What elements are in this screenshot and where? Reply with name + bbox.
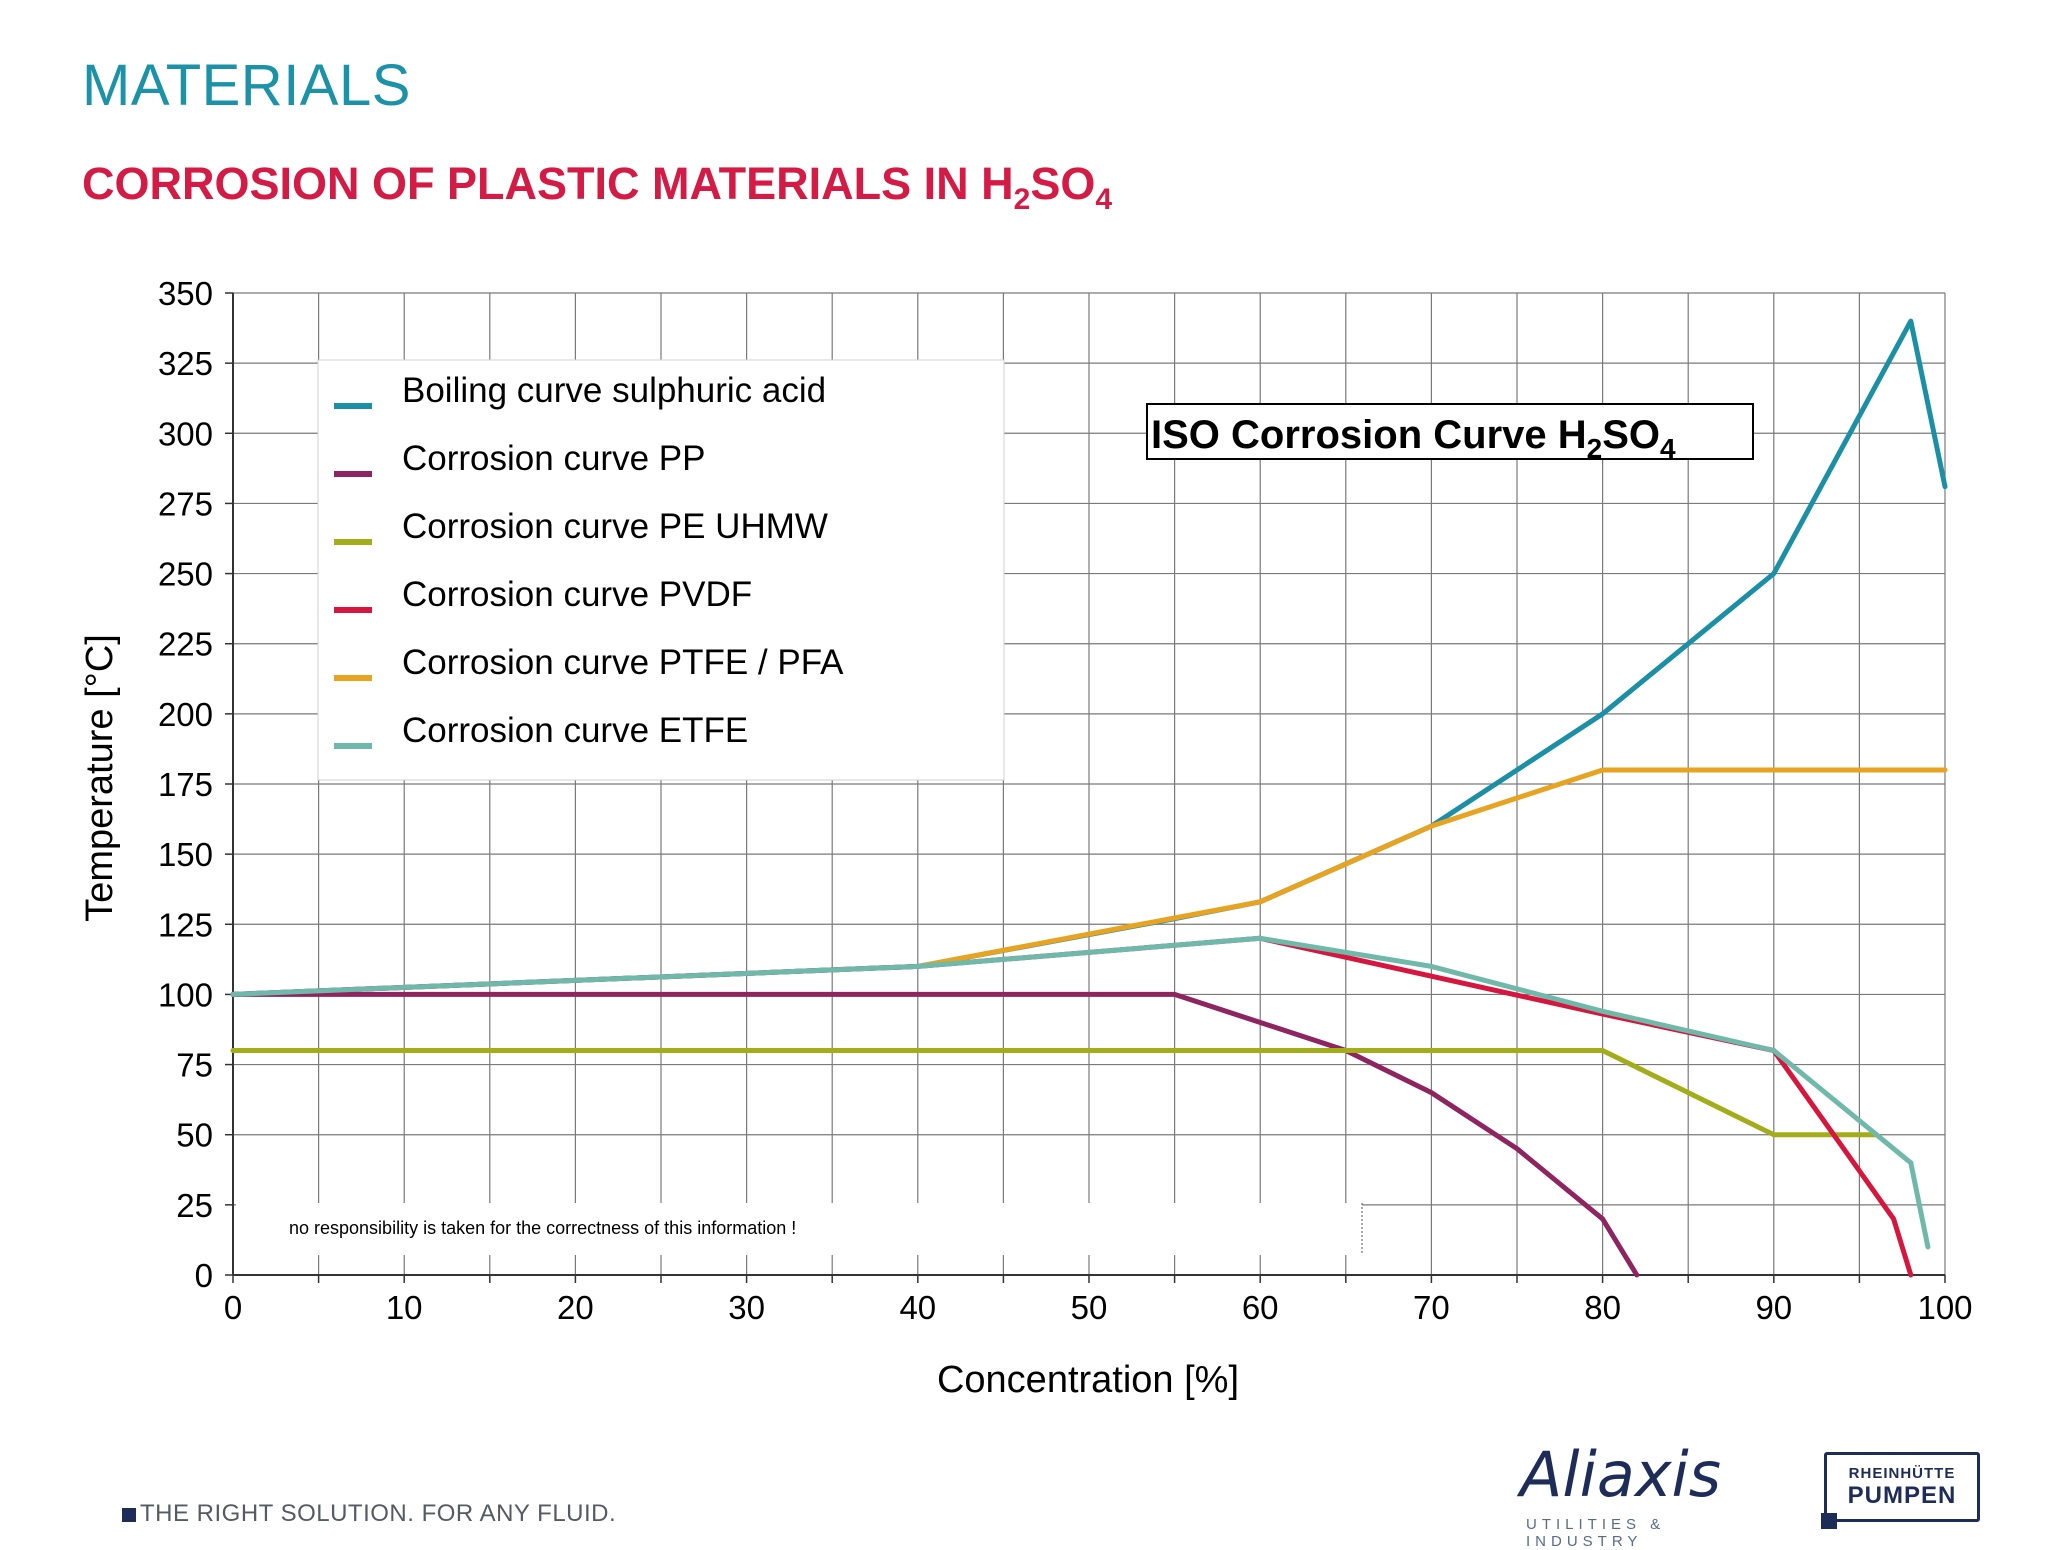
legend-label-1: Corrosion curve PP [402, 439, 705, 478]
x-tick-label: 30 [728, 1289, 765, 1326]
aliaxis-wordmark: Aliaxis [1520, 1438, 1722, 1511]
x-tick-label: 50 [1071, 1289, 1108, 1326]
series-line-1 [230, 991, 1640, 1278]
x-tick-label: 60 [1242, 1289, 1279, 1326]
chart-series [230, 318, 1948, 1278]
y-tick-label: 100 [158, 976, 213, 1013]
y-tick-label: 125 [158, 906, 213, 943]
x-tick-label: 70 [1413, 1289, 1450, 1326]
y-tick-label: 150 [158, 836, 213, 873]
rheinhuette-logo: RHEINHÜTTE PUMPEN [1821, 1452, 1980, 1529]
aliaxis-tagline: UTILITIES & INDUSTRY [1526, 1516, 1666, 1550]
page-subtitle: CORROSION OF PLASTIC MATERIALS IN H2SO4 [82, 158, 1113, 216]
y-tick-label: 325 [158, 345, 213, 382]
y-tick-label: 200 [158, 696, 213, 733]
series-line-2 [230, 1048, 1879, 1138]
disclaimer-text: no responsibility is taken for the corre… [289, 1218, 796, 1238]
y-tick-label: 50 [176, 1117, 213, 1154]
x-tick-label: 10 [386, 1289, 423, 1326]
y-tick-label: 350 [158, 275, 213, 312]
y-tick-label: 300 [158, 415, 213, 452]
series-line-5 [230, 935, 1931, 1250]
rheinhuette-line2: PUMPEN [1847, 1482, 1957, 1509]
legend-label-3: Corrosion curve PVDF [402, 575, 752, 614]
rheinhuette-square-icon [1821, 1513, 1837, 1529]
y-axis-label: Temperature [°C] [79, 634, 121, 922]
x-tick-label: 40 [899, 1289, 936, 1326]
x-axis-label: Concentration [%] [937, 1359, 1239, 1401]
y-tick-label: 25 [176, 1187, 213, 1224]
aliaxis-logo: Aliaxis UTILITIES & INDUSTRY [1520, 1438, 1785, 1550]
y-tick-label: 275 [158, 485, 213, 522]
tagline-square-icon [122, 1508, 136, 1522]
y-tick-label: 225 [158, 626, 213, 663]
y-tick-label: 175 [158, 766, 213, 803]
y-tick-label: 75 [176, 1047, 213, 1084]
chart-legend: Boiling curve sulphuric acid Corrosion cu… [317, 359, 1005, 781]
x-tick-label: 0 [224, 1289, 242, 1326]
chart-axes: 0 10 20 30 40 50 60 70 80 90 100 0 25 50 75 100 125 150 17… [158, 275, 1973, 1326]
x-tick-label: 90 [1755, 1289, 1792, 1326]
x-tick-label: 100 [1917, 1289, 1972, 1326]
x-tick-label: 20 [557, 1289, 594, 1326]
chart-title: ISO Corrosion Curve H2SO4 [1151, 413, 1676, 464]
legend-label-2: Corrosion curve PE UHMW [402, 507, 828, 546]
chart-title-box: ISO Corrosion Curve H2SO4 [1146, 403, 1754, 464]
y-tick-label: 0 [195, 1257, 213, 1294]
series-line-4 [915, 767, 1948, 969]
disclaimer-box: no responsibility is taken for the corre… [236, 1203, 1363, 1255]
tagline: THE RIGHT SOLUTION. FOR ANY FLUID. [122, 1500, 616, 1528]
x-tick-label: 80 [1584, 1289, 1621, 1326]
legend-label-0: Boiling curve sulphuric acid [402, 371, 826, 410]
rheinhuette-line1: RHEINHÜTTE [1848, 1465, 1956, 1482]
page-title: MATERIALS [82, 53, 411, 118]
legend-label-5: Corrosion curve ETFE [402, 711, 748, 750]
y-tick-label: 250 [158, 556, 213, 593]
legend-label-4: Corrosion curve PTFE / PFA [402, 643, 844, 682]
